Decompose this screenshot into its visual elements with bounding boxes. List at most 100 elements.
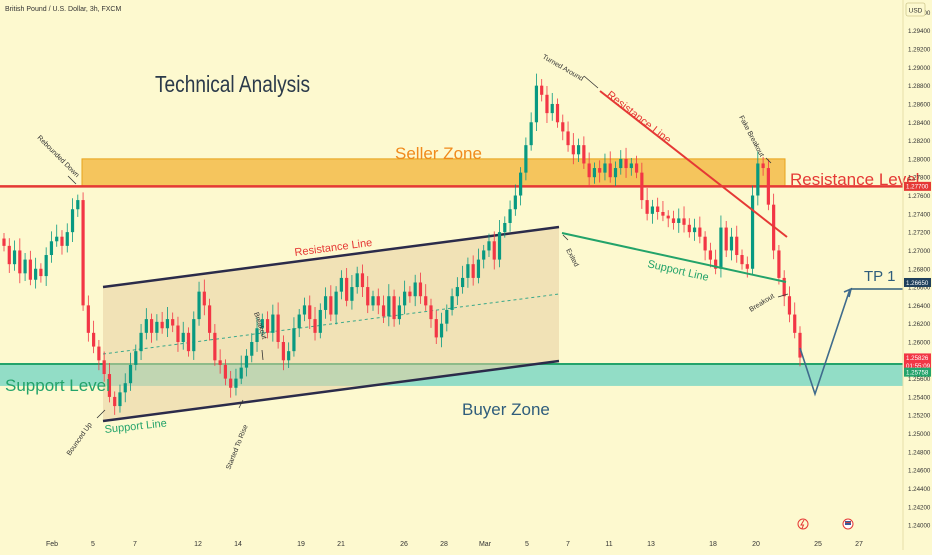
price-badge-support: 1.25758 <box>906 369 929 376</box>
candle-body <box>466 264 470 278</box>
price-badge-current: 1.25826 <box>906 355 929 362</box>
channel-midline <box>102 293 560 355</box>
x-tick-labels: Feb 5 7 12 14 19 21 26 28 Mar 5 7 11 13 18 20 25 27 <box>46 541 863 548</box>
candle-body <box>650 206 654 214</box>
tp1-label: TP 1 <box>864 268 895 285</box>
candle-body <box>107 374 112 397</box>
candle-body <box>724 227 728 251</box>
candle-body <box>555 103 560 123</box>
candle-body <box>102 360 106 375</box>
y-tick-label: 1.25200 <box>908 413 931 420</box>
candle-body <box>144 319 148 333</box>
candle-body <box>719 227 723 269</box>
y-tick-label: 1.26000 <box>908 339 931 346</box>
candle-body <box>698 227 702 237</box>
candle-body <box>408 291 412 297</box>
candle-body <box>761 163 765 169</box>
candle-body <box>371 296 375 306</box>
candle-body <box>192 319 196 352</box>
candle-body <box>429 305 433 320</box>
y-tick-label: 1.28200 <box>908 138 931 145</box>
candle-body <box>18 250 22 274</box>
candle-body <box>334 291 338 315</box>
y-tick-label: 1.29400 <box>908 28 931 35</box>
candle-body <box>782 277 786 297</box>
candle-body <box>271 314 275 333</box>
currency-button[interactable]: USD <box>905 2 926 17</box>
candle-body <box>139 332 143 352</box>
candle-body <box>244 355 249 368</box>
candle-body <box>150 319 154 333</box>
candle-body <box>28 259 32 280</box>
candle-body <box>287 351 291 361</box>
x-tick-label: 7 <box>566 541 570 548</box>
candle-body <box>519 172 523 196</box>
candle-body <box>787 296 792 315</box>
y-tick-label: 1.27000 <box>908 248 931 255</box>
candle-body <box>634 163 639 173</box>
candle-body <box>118 392 122 407</box>
y-tick-label: 1.26400 <box>908 303 931 310</box>
seller-zone <box>81 158 786 187</box>
candle-body <box>134 351 138 365</box>
candle-body <box>92 332 96 347</box>
x-tick-label: 19 <box>297 541 305 548</box>
candle-body <box>424 296 428 306</box>
wedge-resistance-line <box>599 90 788 238</box>
candle-body <box>186 332 191 352</box>
x-tick-label: 13 <box>647 541 655 548</box>
candle-body <box>656 206 660 212</box>
wedge-lines <box>561 90 788 283</box>
candle-body <box>223 364 228 379</box>
candle-body <box>313 319 317 333</box>
candle-body <box>218 360 222 365</box>
x-tick-label: 5 <box>91 541 95 548</box>
x-tick-label: Mar <box>479 541 492 548</box>
candle-body <box>561 122 565 132</box>
candle-body <box>619 158 623 169</box>
candle-body <box>207 305 212 333</box>
candle-body <box>403 291 407 306</box>
candle-body <box>345 277 349 301</box>
y-tick-labels: 1.24000 1.24200 1.24400 1.24600 1.24800 1.250… <box>908 10 931 530</box>
support-level-label: Support Level <box>5 376 110 395</box>
y-tick-label: 1.29000 <box>908 65 931 72</box>
candle-body <box>44 255 48 277</box>
candle-body <box>455 287 459 297</box>
candle-body <box>23 259 27 274</box>
candles-layer <box>2 73 802 415</box>
y-tick-label: 1.28800 <box>908 83 931 90</box>
y-tick-label: 1.26200 <box>908 321 931 328</box>
candle-body <box>265 319 270 333</box>
y-tick-label: 1.24600 <box>908 468 931 475</box>
price-badge-bg <box>904 277 931 287</box>
x-tick-label: 5 <box>525 541 529 548</box>
lightning-icon[interactable] <box>797 518 809 530</box>
candle-body <box>434 319 438 338</box>
candle-body <box>418 282 423 297</box>
x-tick-label: 26 <box>400 541 408 548</box>
candle-body <box>640 172 644 201</box>
price-badge-countdown: 01:55:09 <box>906 363 931 370</box>
candle-body <box>545 94 549 114</box>
wedge-support-line <box>561 232 787 283</box>
x-tick-label: 11 <box>605 541 612 548</box>
flag-icon[interactable] <box>842 518 854 530</box>
y-tick-label: 1.25400 <box>908 394 931 401</box>
candle-body <box>629 163 633 169</box>
candle-body <box>714 259 718 269</box>
price-badge-tp: 1.26650 <box>906 280 929 287</box>
candle-body <box>582 145 586 164</box>
x-tick-label: 18 <box>709 541 717 548</box>
candle-body <box>355 273 359 288</box>
y-tick-label: 1.24200 <box>908 504 931 511</box>
candle-body <box>297 314 301 329</box>
y-tick-label: 1.25000 <box>908 431 931 438</box>
y-tick-label: 1.24400 <box>908 486 931 493</box>
candle-body <box>234 378 238 388</box>
x-tick-label: 12 <box>194 541 202 548</box>
candle-body <box>750 195 755 269</box>
candle-body <box>308 305 312 320</box>
candle-body <box>508 209 512 223</box>
